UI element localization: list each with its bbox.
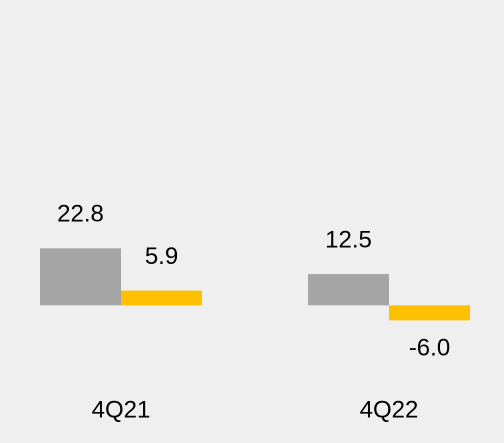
bar xyxy=(121,290,202,306)
bar xyxy=(389,305,470,321)
data-label: 12.5 xyxy=(325,226,372,253)
x-tick-label: 4Q22 xyxy=(360,396,419,423)
data-label: 22.8 xyxy=(57,201,104,228)
data-label: 5.9 xyxy=(145,243,178,270)
x-tick-label: 4Q21 xyxy=(92,396,151,423)
bar xyxy=(308,274,389,306)
data-label: -6.0 xyxy=(409,335,450,362)
bar xyxy=(40,248,121,306)
